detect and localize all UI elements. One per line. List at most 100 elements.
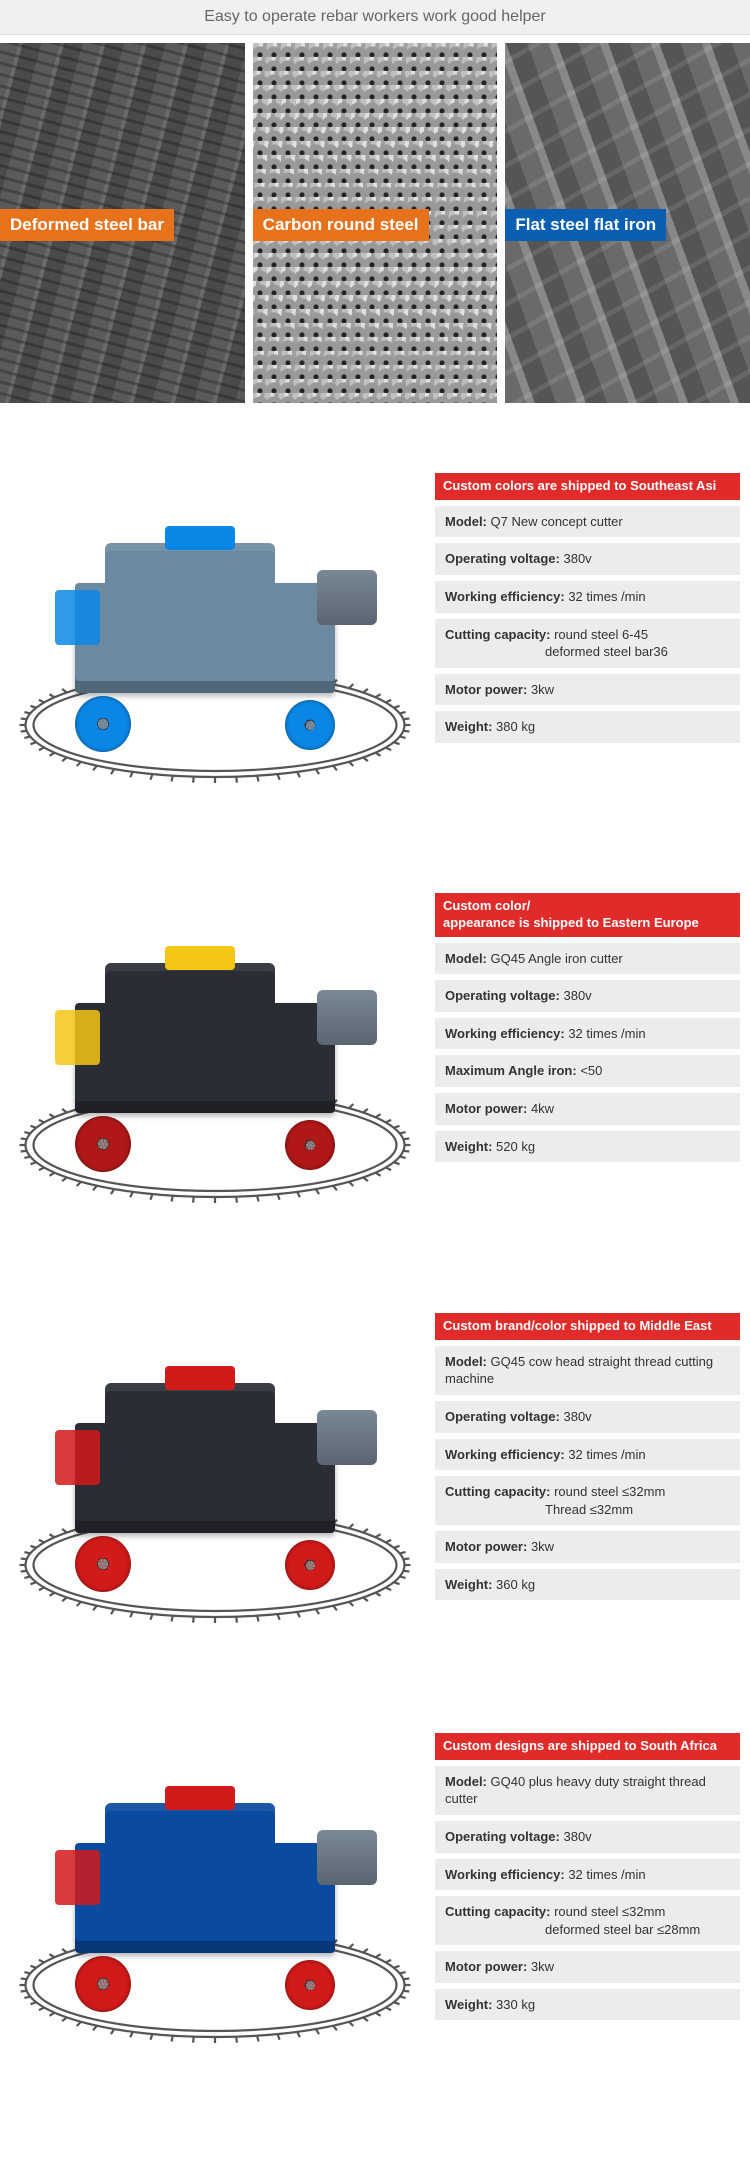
spec-value: 380v <box>563 1829 591 1844</box>
spec-row: Working efficiency: 32 times /min <box>435 581 740 613</box>
spec-label: Motor power: <box>445 1539 527 1554</box>
machine-motor <box>317 990 377 1045</box>
product-image-area <box>10 473 420 793</box>
machine-illustration <box>45 1368 385 1578</box>
machine-illustration <box>45 528 385 738</box>
spec-value: 4kw <box>531 1101 554 1116</box>
machine-upper <box>105 1383 275 1443</box>
spec-label: Maximum Angle iron: <box>445 1063 577 1078</box>
spec-label: Working efficiency: <box>445 1447 565 1462</box>
machine-fixture <box>55 1850 100 1905</box>
spec-value: 380 kg <box>496 719 535 734</box>
spec-label: Weight: <box>445 1577 492 1592</box>
machine-wheel <box>285 1540 335 1590</box>
material-label: Carbon round steel <box>253 209 429 241</box>
machine-top-accent <box>165 1786 235 1810</box>
spec-table: Custom designs are shipped to South Afri… <box>435 1733 740 2053</box>
spec-label: Motor power: <box>445 1101 527 1116</box>
machine-upper <box>105 963 275 1023</box>
spec-row: Model: GQ45 Angle iron cutter <box>435 943 740 975</box>
machine-wheel <box>75 1956 131 2012</box>
machine-fixture <box>55 590 100 645</box>
spec-value: 380v <box>563 551 591 566</box>
spec-value: 380v <box>563 1409 591 1424</box>
spec-header: Custom designs are shipped to South Afri… <box>435 1733 740 1760</box>
spec-value: 330 kg <box>496 1997 535 2012</box>
spec-value-extra: deformed steel bar36 <box>445 643 730 661</box>
machine-top-accent <box>165 526 235 550</box>
spec-value: 360 kg <box>496 1577 535 1592</box>
spec-label: Cutting capacity: <box>445 1484 550 1499</box>
product-block: Custom color/appearance is shipped to Ea… <box>0 863 750 1283</box>
product-block: Custom colors are shipped to Southeast A… <box>0 443 750 863</box>
spec-row: Cutting capacity: round steel 6-45deform… <box>435 619 740 668</box>
spec-row: Operating voltage: 380v <box>435 1401 740 1433</box>
product-block: Custom brand/color shipped to Middle Eas… <box>0 1283 750 1703</box>
spec-label: Model: <box>445 951 487 966</box>
spec-label: Model: <box>445 1774 487 1789</box>
spec-row: Model: GQ45 cow head straight thread cut… <box>435 1346 740 1395</box>
spec-value: 3kw <box>531 1539 554 1554</box>
spec-row: Operating voltage: 380v <box>435 980 740 1012</box>
spec-value: 3kw <box>531 1959 554 1974</box>
spec-value: Q7 New concept cutter <box>491 514 623 529</box>
spec-value: round steel ≤32mm <box>554 1484 665 1499</box>
machine-fixture <box>55 1010 100 1065</box>
spec-table: Custom colors are shipped to Southeast A… <box>435 473 740 793</box>
material-card: Carbon round steel <box>253 43 498 403</box>
spec-row: Weight: 380 kg <box>435 711 740 743</box>
spec-row: Operating voltage: 380v <box>435 1821 740 1853</box>
spec-header: Custom brand/color shipped to Middle Eas… <box>435 1313 740 1340</box>
product-image-area <box>10 1733 420 2053</box>
material-card: Flat steel flat iron <box>505 43 750 403</box>
spec-value-extra: deformed steel bar ≤28mm <box>445 1921 730 1939</box>
spec-row: Weight: 360 kg <box>435 1569 740 1601</box>
materials-row: Deformed steel bar Carbon round steel Flat… <box>0 35 750 443</box>
spec-value: 32 times /min <box>568 1447 645 1462</box>
machine-top-accent <box>165 946 235 970</box>
spec-value: <50 <box>580 1063 602 1078</box>
spec-value: round steel 6-45 <box>554 627 648 642</box>
spec-label: Weight: <box>445 1139 492 1154</box>
spec-row: Weight: 520 kg <box>435 1131 740 1163</box>
spec-label: Model: <box>445 514 487 529</box>
spec-row: Operating voltage: 380v <box>435 543 740 575</box>
machine-wheel <box>285 700 335 750</box>
spec-label: Working efficiency: <box>445 589 565 604</box>
machine-wheel <box>75 1116 131 1172</box>
spec-value: 32 times /min <box>568 589 645 604</box>
spec-row: Weight: 330 kg <box>435 1989 740 2021</box>
spec-label: Cutting capacity: <box>445 1904 550 1919</box>
spec-row: Cutting capacity: round steel ≤32mm Threa… <box>435 1476 740 1525</box>
product-block: Custom designs are shipped to South Afri… <box>0 1703 750 2123</box>
machine-fixture <box>55 1430 100 1485</box>
spec-row: Motor power: 4kw <box>435 1093 740 1125</box>
spec-label: Operating voltage: <box>445 1409 560 1424</box>
spec-label: Cutting capacity: <box>445 627 550 642</box>
machine-wheel <box>75 1536 131 1592</box>
machine-top-accent <box>165 1366 235 1390</box>
spec-value: GQ45 Angle iron cutter <box>491 951 623 966</box>
spec-label: Working efficiency: <box>445 1867 565 1882</box>
material-label: Flat steel flat iron <box>505 209 666 241</box>
spec-row: Model: GQ40 plus heavy duty straight thr… <box>435 1766 740 1815</box>
header-tagline: Easy to operate rebar workers work good … <box>0 0 750 35</box>
spec-header: Custom color/appearance is shipped to Ea… <box>435 893 740 937</box>
spec-label: Working efficiency: <box>445 1026 565 1041</box>
material-label: Deformed steel bar <box>0 209 174 241</box>
machine-wheel <box>285 1120 335 1170</box>
material-card: Deformed steel bar <box>0 43 245 403</box>
spec-value: 380v <box>563 988 591 1003</box>
spec-value: 520 kg <box>496 1139 535 1154</box>
spec-row: Maximum Angle iron: <50 <box>435 1055 740 1087</box>
machine-upper <box>105 1803 275 1863</box>
machine-illustration <box>45 1788 385 1998</box>
spec-header: Custom colors are shipped to Southeast A… <box>435 473 740 500</box>
spec-label: Weight: <box>445 1997 492 2012</box>
machine-upper <box>105 543 275 603</box>
machine-wheel <box>285 1960 335 2010</box>
machine-motor <box>317 1410 377 1465</box>
machine-motor <box>317 570 377 625</box>
spec-value-extra: Thread ≤32mm <box>445 1501 730 1519</box>
spec-value: 32 times /min <box>568 1867 645 1882</box>
